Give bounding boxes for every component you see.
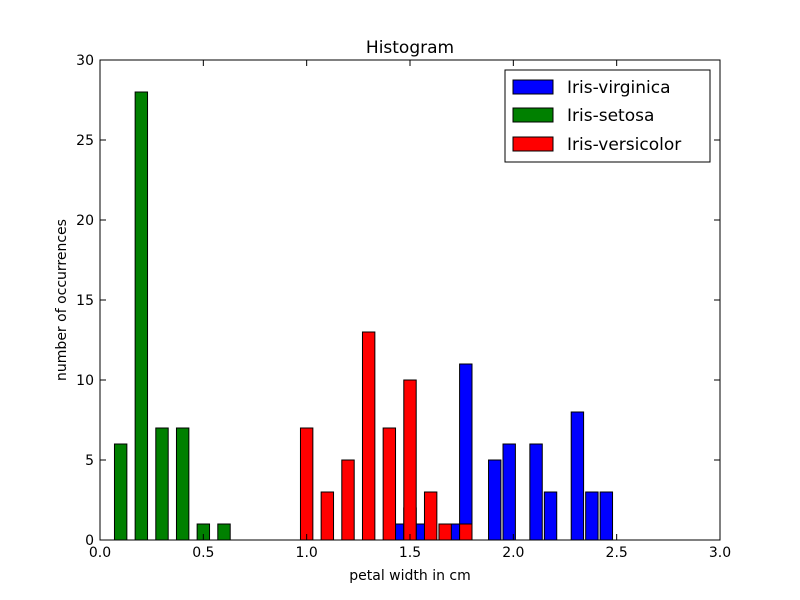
bar-iris-virginica-8 [543,491,558,541]
y-tick-label-2: 10 [76,373,94,389]
bar-iris-versicolor-7 [438,523,452,541]
ticks-layer: 0.0 0.5 1.0 1.5 2.0 2.5 3.0 0 5 10 15 20 25 30 [76,53,731,561]
x-tick-label-4: 2.0 [502,545,524,561]
bar-iris-setosa-5 [217,523,231,541]
bar-iris-virginica-11 [599,491,614,541]
y-tick-label-4: 20 [76,213,94,229]
bar-iris-virginica-10 [585,491,599,541]
legend: Iris-virginica Iris-setosa Iris-versicol… [504,69,711,163]
y-tick-label-0: 0 [85,533,94,549]
bar-iris-setosa-3 [175,427,190,541]
bar-iris-virginica-7 [529,443,543,541]
x-tick-label-3: 1.5 [399,545,421,561]
bar-iris-virginica-4 [459,363,473,541]
bars-layer [113,91,614,541]
bar-iris-virginica-5 [488,459,502,541]
legend-swatch-setosa [512,107,554,123]
legend-swatch-versicolor [512,136,554,152]
bar-iris-versicolor-0 [299,427,314,541]
x-tick-label-1: 0.5 [192,545,214,561]
x-tick-label-2: 1.0 [296,545,318,561]
legend-swatch-virginica [512,79,554,95]
y-axis-label: number of occurrences [54,219,70,381]
chart-title: Histogram [366,38,454,58]
bar-iris-setosa-1 [134,91,149,541]
bar-iris-versicolor-1 [320,491,335,541]
legend-label-versicolor: Iris-versicolor [567,135,681,155]
bar-iris-virginica-6 [502,443,516,541]
y-tick-label-3: 15 [76,293,94,309]
bar-iris-versicolor-2 [341,459,355,541]
y-tick-label-6: 30 [76,53,94,69]
x-axis-label: petal width in cm [349,568,471,584]
legend-label-setosa: Iris-setosa [567,106,654,126]
y-tick-label-1: 5 [85,453,94,469]
plot-area-frame [99,59,721,541]
bar-iris-versicolor-5 [403,379,417,541]
bar-iris-virginica-9 [570,411,585,541]
x-tick-label-5: 2.5 [606,545,628,561]
bar-iris-versicolor-6 [423,491,438,541]
legend-label-virginica: Iris-virginica [567,78,671,98]
y-tick-label-5: 25 [76,133,94,149]
bar-iris-setosa-0 [113,443,128,541]
bar-iris-versicolor-3 [361,331,376,541]
x-tick-label-6: 3.0 [709,545,731,561]
bar-iris-versicolor-8 [459,523,473,541]
bar-iris-versicolor-4 [382,427,397,541]
x-tick-label-0: 0.0 [89,545,111,561]
bar-iris-setosa-2 [155,427,169,541]
